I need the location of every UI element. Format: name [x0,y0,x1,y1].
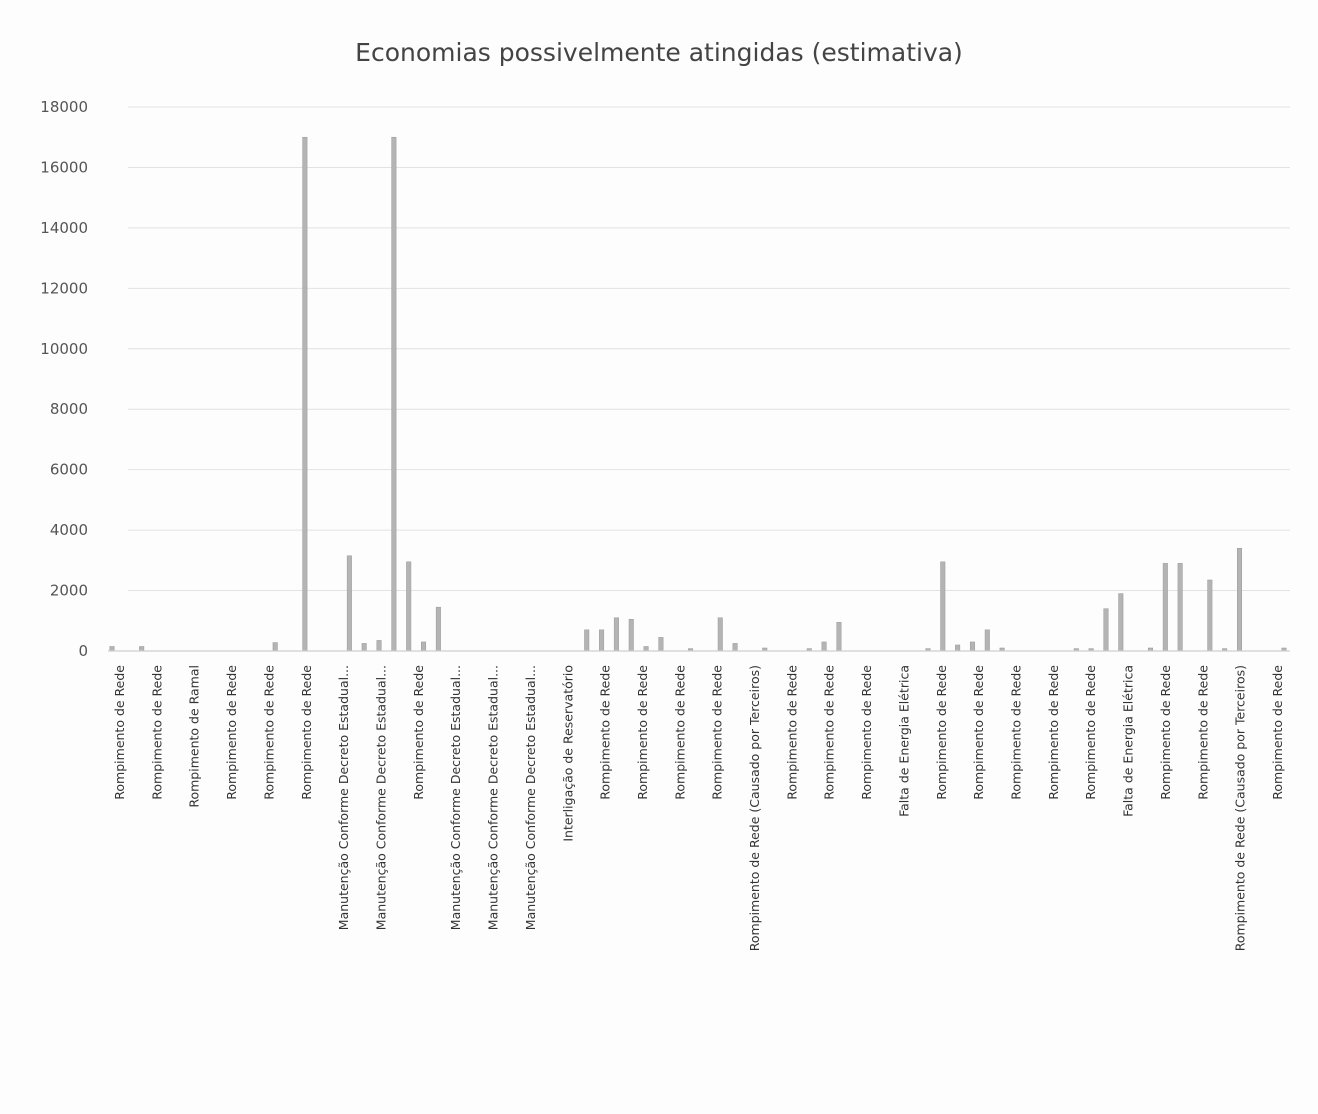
x-tick-label: Rompimento de Rede [859,665,874,800]
x-tick-label: Rompimento de Rede [635,665,650,800]
x-tick-label: Manutenção Conforme Decreto Estadual... [486,665,501,930]
y-tick-label: 10000 [40,340,88,358]
bar [940,561,946,652]
bar [613,617,619,652]
x-tick-label: Rompimento de Rede [411,665,426,800]
bar [139,646,145,652]
x-tick-label: Rompimento de Rede [934,665,949,800]
bar [821,641,827,652]
x-tick-label: Rompimento de Rede [1046,665,1061,800]
x-tick-label: Rompimento de Rede (Causado por Terceiro… [747,665,762,951]
bar [643,646,649,652]
bar [969,641,975,652]
y-tick-label: 6000 [50,461,88,479]
x-tick-label: Rompimento de Rede [299,665,314,800]
bar [272,642,278,652]
bar [1103,608,1109,652]
y-tick-label: 14000 [40,219,88,237]
bar [1177,563,1183,652]
bar [1118,593,1124,652]
x-tick-label: Falta de Energia Elétrica [897,665,912,817]
x-tick-label: Rompimento de Rede [710,665,725,800]
bar [302,136,308,652]
x-tick-label: Rompimento de Ramal [187,665,202,808]
bar [628,619,634,652]
bar [435,606,441,652]
x-tick-label: Rompimento de Rede [1270,665,1285,800]
y-tick-label: 16000 [40,158,88,176]
y-tick-label: 12000 [40,279,88,297]
chart-title: Economias possivelmente atingidas (estim… [355,38,963,67]
y-tick-label: 2000 [50,582,88,600]
x-tick-label: Manutenção Conforme Decreto Estadual... [448,665,463,930]
bar [376,640,382,652]
x-tick-label: Rompimento de Rede [112,665,127,800]
bar [658,637,664,652]
x-tick-label: Manutenção Conforme Decreto Estadual... [523,665,538,930]
x-tick-label: Rompimento de Rede [224,665,239,800]
x-tick-label: Rompimento de Rede [971,665,986,800]
x-tick-label: Falta de Energia Elétrica [1121,665,1136,817]
y-tick-label: 4000 [50,521,88,539]
bar [1236,547,1242,652]
gridlines [128,106,1290,592]
x-tick-label: Rompimento de Rede [261,665,276,800]
x-tick-label: Rompimento de Rede [1009,665,1024,800]
y-tick-label: 0 [78,642,88,660]
y-tick-label: 18000 [40,98,88,116]
x-tick-label: Interligação de Reservatório [560,665,575,842]
bar [984,629,990,652]
x-tick-label: Rompimento de Rede [1083,665,1098,800]
y-tick-label: 8000 [50,400,88,418]
x-tick-label: Manutenção Conforme Decreto Estadual... [374,665,389,930]
x-tick-label: Rompimento de Rede [149,665,164,800]
bar [406,561,412,652]
bar [732,643,738,652]
x-tick-label: Rompimento de Rede [822,665,837,800]
x-tick-label: Rompimento de Rede [784,665,799,800]
bar [1207,579,1213,652]
x-tick-label: Rompimento de Rede (Causado por Terceiro… [1233,665,1248,951]
bars [109,136,1287,652]
bar [1162,563,1168,652]
bar [346,555,352,652]
x-axis-labels: Rompimento de Rede Rompimento de Rede Romp… [112,665,1285,952]
bar [717,617,723,652]
bar [955,644,961,652]
x-tick-label: Rompimento de Rede [598,665,613,800]
bar [584,629,590,652]
bar [109,646,115,652]
bar [361,643,367,652]
x-tick-label: Rompimento de Rede [1158,665,1173,800]
bar [391,136,397,652]
y-axis-ticks: 0 2000 4000 6000 8000 10000 12000 14000 16000 180… [40,98,88,660]
x-tick-label: Manutenção Conforme Decreto Estadual... [336,665,351,930]
bar [421,641,427,652]
x-tick-label: Rompimento de Rede [1195,665,1210,800]
x-tick-label: Rompimento de Rede [672,665,687,800]
bar [599,629,605,652]
bar [836,622,842,652]
